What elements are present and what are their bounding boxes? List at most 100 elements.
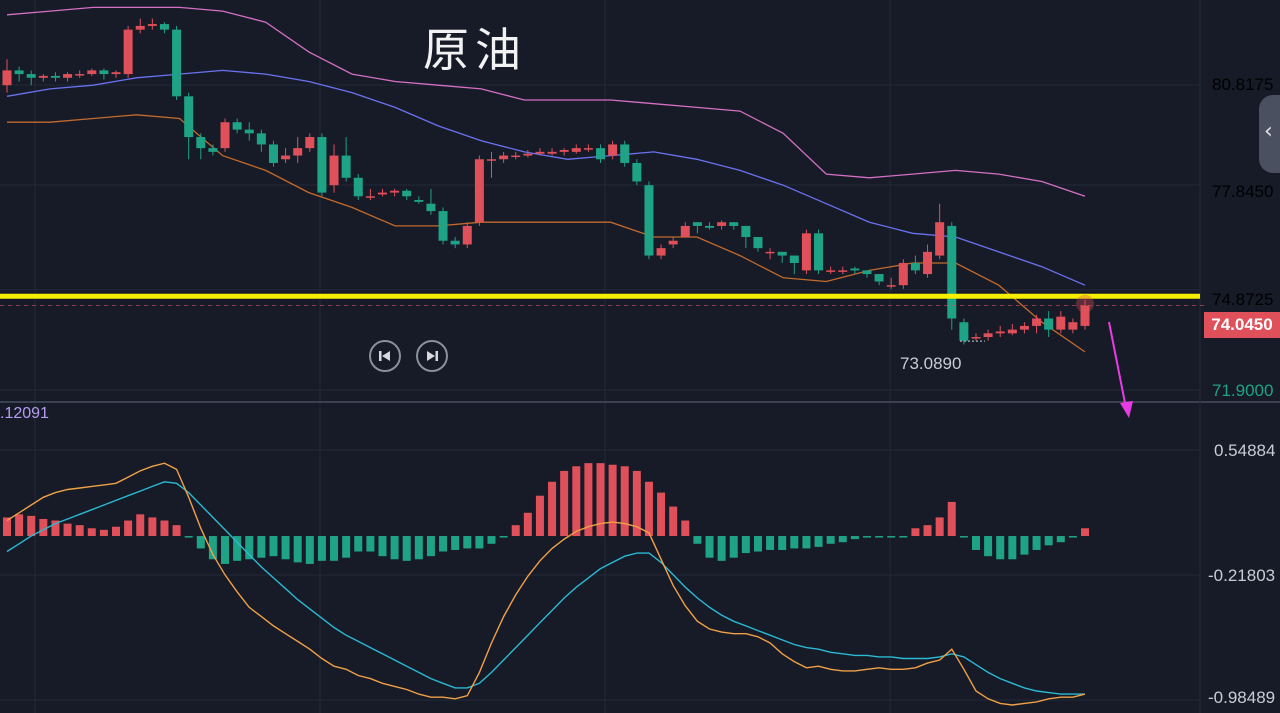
macd-bar <box>729 536 738 558</box>
low-price-label: 73.0890 <box>900 354 962 373</box>
candle-body <box>1056 316 1066 330</box>
candle-body <box>644 185 654 256</box>
macd-dif-line <box>6 462 1086 706</box>
macd-bar <box>15 514 24 537</box>
price-axis-tick: 71.9000 <box>1212 381 1274 400</box>
candle-body <box>317 137 327 193</box>
candle-body <box>705 225 715 228</box>
macd-bar <box>160 520 169 537</box>
candle-body <box>474 159 484 223</box>
candle-body <box>14 70 24 75</box>
candle-body <box>220 122 230 149</box>
candle-body <box>438 211 448 241</box>
candle-body <box>2 70 12 86</box>
current-price-tag: 74.0450 <box>1204 312 1280 338</box>
candle-body <box>159 24 169 30</box>
macd-bar <box>63 523 72 537</box>
skip-back-button[interactable] <box>369 340 401 372</box>
candle-body <box>486 159 496 161</box>
macd-bar <box>390 536 399 560</box>
overlay <box>0 293 1204 418</box>
candle-body <box>971 337 981 339</box>
macd-bar <box>1032 536 1041 550</box>
macd-bar <box>971 536 980 550</box>
macd-bar <box>899 536 908 538</box>
macd-bar <box>99 529 108 537</box>
candle-body <box>765 251 775 254</box>
macd-bar <box>439 536 448 552</box>
macd-bar <box>560 470 569 537</box>
candle-body <box>172 29 182 97</box>
macd-bar <box>802 536 811 549</box>
candle-body <box>365 196 375 198</box>
candle-body <box>741 225 751 238</box>
macd-histogram <box>3 463 1089 564</box>
candle-body <box>656 248 666 256</box>
macd-bar <box>1020 536 1029 555</box>
candle-body <box>123 29 133 75</box>
candle-body <box>87 70 97 75</box>
macd-bar <box>172 525 181 537</box>
candle-body <box>668 240 678 245</box>
macd-bar <box>984 536 993 557</box>
candle-body <box>135 25 145 30</box>
macd-bar <box>221 536 230 564</box>
skip-back-icon <box>379 351 390 361</box>
macd-bar <box>572 466 581 537</box>
panel-collapse-tab[interactable]: ‹ <box>1259 95 1280 173</box>
macd-bar <box>87 528 96 537</box>
macd-bar <box>1056 536 1065 543</box>
candle-body <box>208 148 218 152</box>
candle-body <box>801 233 811 271</box>
macd-bar <box>996 536 1005 560</box>
candle-body <box>256 133 266 145</box>
candle-body <box>898 262 908 286</box>
bollinger-lower-line <box>7 114 1086 353</box>
macd-bar <box>535 495 544 537</box>
macd-bar <box>75 525 84 537</box>
macd-bar <box>1044 536 1053 546</box>
macd-bar <box>317 536 326 561</box>
macd-bar <box>208 536 217 560</box>
macd-bar <box>693 536 702 544</box>
macd-bar <box>1008 536 1017 560</box>
candle-body <box>753 237 763 249</box>
macd-axis-tick: -0.21803 <box>1208 566 1276 585</box>
macd-bar <box>269 536 278 557</box>
skip-forward-button[interactable] <box>416 340 448 372</box>
candle-body <box>874 274 884 282</box>
macd-value-label: .12091 <box>0 405 49 422</box>
macd-bar <box>814 536 823 547</box>
macd-dea-line <box>6 481 1085 695</box>
last-price-glow <box>1076 294 1094 313</box>
candle-body <box>75 74 85 76</box>
macd-bar <box>305 536 314 564</box>
macd-bar <box>850 536 859 540</box>
candle-body <box>959 322 969 341</box>
macd-bar <box>838 536 847 543</box>
candle-body <box>547 151 557 154</box>
candle-body <box>862 270 872 275</box>
macd-bar <box>281 536 290 560</box>
candle-body <box>511 155 521 158</box>
macd-bar <box>632 470 641 537</box>
candle-body <box>789 255 799 263</box>
macd-bar <box>196 536 205 549</box>
macd-bar <box>487 536 496 544</box>
macd-bar <box>657 492 666 537</box>
candle-body <box>402 190 412 197</box>
price-axis-tick: 74.8725 <box>1212 290 1274 309</box>
macd-bar <box>887 536 896 538</box>
macd-bar <box>741 536 750 554</box>
candle-body <box>390 190 400 193</box>
macd-bar <box>378 536 387 557</box>
candle-body <box>281 155 291 160</box>
macd-bar <box>475 536 484 549</box>
candle-body <box>995 331 1005 334</box>
macd-bar <box>778 536 787 550</box>
macd-bar <box>463 536 472 549</box>
macd-bar <box>257 536 266 558</box>
macd-bar <box>39 518 48 537</box>
